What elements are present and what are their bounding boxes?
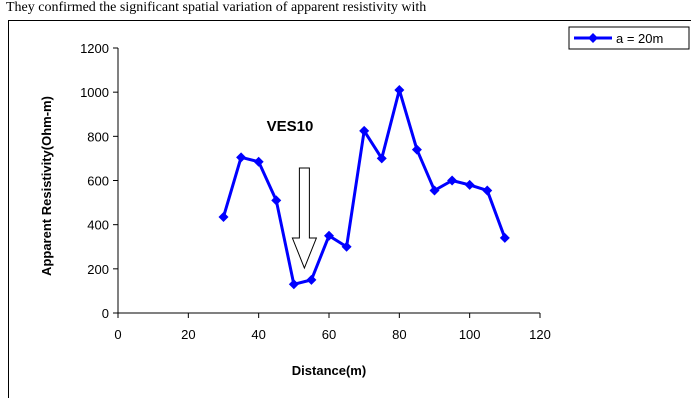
data-point bbox=[253, 156, 264, 167]
y-axis-title: Apparent Resistivity(Ohm-m) bbox=[39, 96, 54, 276]
x-tick-label: 20 bbox=[181, 327, 195, 342]
y-tick-label: 200 bbox=[87, 262, 109, 277]
caption-text: They confirmed the significant spatial v… bbox=[6, 0, 427, 15]
data-point bbox=[236, 152, 247, 163]
data-point bbox=[464, 179, 475, 190]
data-point bbox=[306, 274, 317, 285]
x-tick-label: 0 bbox=[114, 327, 121, 342]
y-tick-label: 400 bbox=[87, 218, 109, 233]
chart-marks bbox=[218, 84, 510, 290]
arrow-shape bbox=[291, 167, 318, 270]
data-point bbox=[324, 230, 334, 241]
y-tick-label: 1000 bbox=[80, 85, 109, 100]
data-point bbox=[429, 185, 440, 196]
chart-frame bbox=[8, 20, 691, 398]
data-point bbox=[499, 232, 510, 243]
x-tick-label: 40 bbox=[251, 327, 265, 342]
legend-entry: a = 20m bbox=[616, 31, 663, 46]
y-tick-label: 800 bbox=[87, 129, 109, 144]
down-arrow-annotation bbox=[291, 167, 318, 270]
data-point bbox=[447, 175, 458, 186]
x-tick-label: 100 bbox=[459, 327, 481, 342]
data-point bbox=[218, 211, 229, 222]
data-point bbox=[376, 153, 387, 164]
data-point bbox=[359, 125, 370, 136]
data-point bbox=[411, 144, 422, 155]
data-point bbox=[394, 84, 405, 95]
x-tick-label: 60 bbox=[322, 327, 336, 342]
x-tick-label: 80 bbox=[392, 327, 406, 342]
chart-axes: 0 200 400 600 800 1000 1200 0 20 40 60 80 100 120 bbox=[80, 41, 551, 342]
data-point bbox=[482, 185, 493, 196]
x-tick-label: 120 bbox=[529, 327, 551, 342]
ves10-annotation: VES10 bbox=[267, 118, 314, 135]
x-axis-title: Distance(m) bbox=[292, 363, 366, 378]
data-point bbox=[288, 279, 299, 290]
data-point bbox=[271, 195, 282, 206]
y-tick-label: 1200 bbox=[80, 41, 109, 56]
legend-marker-icon bbox=[588, 33, 598, 43]
y-tick-label: 0 bbox=[102, 306, 109, 321]
data-point bbox=[341, 241, 352, 252]
y-tick-label: 600 bbox=[87, 174, 109, 189]
legend: a = 20m bbox=[568, 26, 690, 50]
